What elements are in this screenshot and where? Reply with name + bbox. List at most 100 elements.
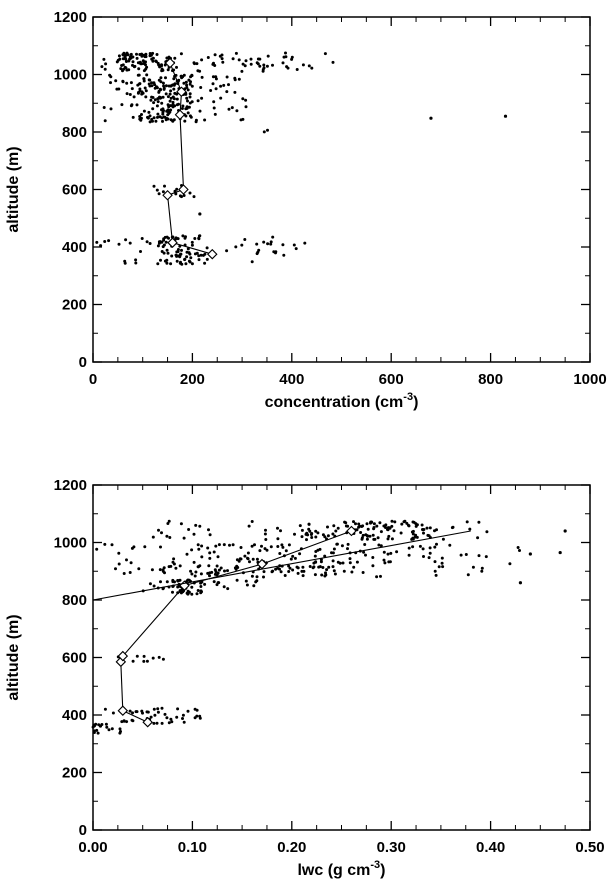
data-point [264, 538, 268, 541]
data-point [352, 565, 356, 569]
data-point [132, 545, 136, 549]
data-point [190, 572, 194, 576]
data-point [124, 66, 128, 70]
data-point [301, 63, 305, 67]
data-point [199, 253, 203, 257]
data-point [350, 570, 354, 574]
data-point [189, 569, 193, 573]
data-point [271, 63, 274, 67]
data-point [228, 543, 231, 547]
data-point [287, 564, 291, 568]
data-point [181, 713, 185, 717]
data-point [190, 548, 194, 552]
x-tick-label: 0.50 [575, 839, 604, 856]
data-point [148, 242, 152, 245]
data-point [136, 61, 140, 65]
data-point [167, 55, 171, 59]
data-point [382, 550, 386, 554]
data-point [131, 115, 135, 119]
data-point [375, 524, 379, 528]
data-point [255, 579, 259, 583]
mean-profile-marker [117, 705, 129, 716]
mean-profile-marker [207, 248, 218, 260]
data-point [324, 571, 327, 575]
data-point [161, 81, 165, 85]
data-point [190, 84, 194, 88]
data-point [175, 259, 179, 263]
data-point [128, 241, 132, 245]
data-point [278, 552, 282, 555]
data-point [188, 92, 192, 96]
outlier-point [429, 116, 433, 120]
data-point [244, 579, 248, 583]
outlier-point [503, 114, 508, 118]
data-point [260, 544, 263, 548]
data-point [400, 522, 404, 526]
data-point [410, 530, 414, 534]
data-point [121, 80, 125, 84]
data-point [166, 522, 170, 525]
data-point [227, 83, 230, 87]
y-tick-label: 0 [79, 822, 87, 839]
data-point [364, 553, 367, 557]
data-point [199, 572, 203, 576]
data-point [189, 256, 193, 260]
data-point [170, 254, 174, 258]
data-point [169, 564, 173, 568]
data-point [142, 62, 146, 65]
data-point [263, 547, 267, 551]
data-point [200, 555, 204, 559]
data-point [298, 524, 302, 528]
data-point [300, 535, 304, 539]
data-point [195, 62, 199, 66]
data-point [388, 526, 392, 530]
data-point [355, 560, 359, 564]
data-point [343, 520, 347, 524]
data-point [223, 569, 226, 573]
data-point [196, 543, 200, 547]
data-point [435, 542, 438, 546]
data-point [255, 557, 259, 561]
data-point [109, 107, 113, 111]
data-point [294, 247, 298, 251]
data-point [103, 67, 107, 71]
data-point [311, 566, 315, 570]
data-point [161, 95, 165, 99]
data-point [375, 575, 379, 579]
data-point [440, 561, 444, 565]
data-point [120, 103, 124, 107]
data-point [183, 258, 187, 262]
data-point [197, 254, 201, 258]
data-point [169, 262, 173, 266]
data-point [165, 716, 169, 720]
data-point [135, 56, 139, 60]
data-point [149, 715, 153, 719]
data-point [468, 527, 472, 531]
data-point [165, 116, 169, 120]
data-point [198, 524, 202, 528]
data-point [261, 69, 265, 73]
data-point [110, 727, 114, 731]
data-point [281, 243, 285, 247]
y-tick-label: 800 [62, 124, 87, 141]
data-point [296, 571, 300, 575]
data-point [168, 536, 172, 539]
data-point [405, 521, 409, 525]
data-point [140, 237, 144, 240]
y-tick-label: 1200 [54, 477, 87, 494]
data-point [127, 68, 131, 72]
data-point [168, 99, 172, 103]
x-tick-label: 0.30 [377, 839, 406, 856]
data-point [310, 532, 314, 535]
data-point [194, 570, 198, 574]
data-point [107, 239, 111, 243]
data-point [156, 115, 159, 119]
data-point [384, 523, 388, 527]
mean-profile-marker [176, 86, 187, 98]
data-point [190, 240, 194, 244]
data-point [190, 585, 194, 589]
data-point [114, 567, 117, 571]
data-point [207, 564, 211, 568]
data-point [157, 89, 161, 93]
data-point [185, 552, 189, 556]
